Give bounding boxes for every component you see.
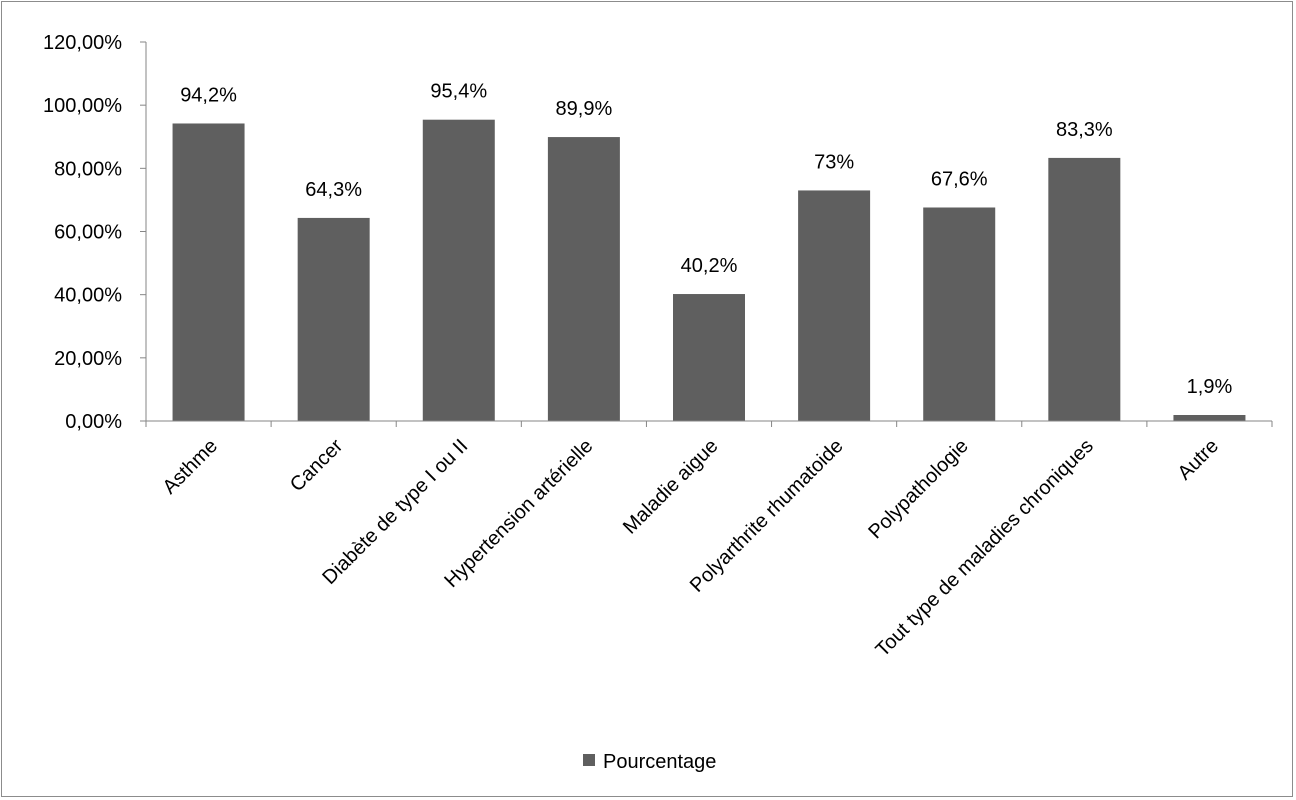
y-axis: 0,00% 20,00% 40,00% 60,00% 80,00% 100,00% 120,… (43, 32, 147, 433)
data-labels: 94,2% 64,3% 95,4% 89,9% 40,2% 73% 67,6% 83,3% 1,… (180, 81, 1232, 398)
legend-label: Pourcentage (603, 751, 716, 773)
data-label: 95,4% (430, 81, 487, 103)
data-label: 94,2% (180, 84, 237, 106)
data-label: 73% (814, 151, 854, 173)
x-tick-label: Asthme (159, 435, 223, 499)
y-tick-label: 0,00% (65, 411, 122, 433)
bar (798, 190, 871, 421)
x-tick-label: Cancer (286, 435, 347, 496)
legend-swatch (583, 754, 595, 766)
y-tick-label: 100,00% (43, 95, 122, 117)
bars (172, 119, 1246, 422)
data-label: 40,2% (681, 255, 738, 277)
data-label: 67,6% (931, 168, 988, 190)
bar (673, 294, 745, 421)
bar (923, 207, 996, 421)
data-label: 1,9% (1187, 376, 1233, 398)
data-label: 64,3% (305, 179, 362, 201)
y-tick-label: 120,00% (43, 32, 122, 54)
x-tick-label: Polypathologie (864, 435, 972, 543)
bar (1173, 414, 1246, 421)
y-tick-label: 40,00% (54, 285, 122, 307)
y-tick-label: 80,00% (54, 158, 122, 180)
bar (172, 123, 245, 422)
data-label: 83,3% (1056, 119, 1113, 141)
data-label: 89,9% (556, 98, 613, 120)
bar (1048, 157, 1121, 421)
bar (547, 137, 620, 421)
x-tick-label: Tout type de maladies chroniques (872, 435, 1098, 661)
y-tick-label: 60,00% (54, 222, 122, 244)
bar (422, 119, 495, 421)
x-tick-label: Maladie aigue (619, 435, 723, 539)
legend: Pourcentage (583, 751, 716, 773)
x-tick-label: Diabète de type I ou II (318, 435, 472, 589)
x-tick-label: Autre (1174, 435, 1223, 484)
bar (297, 217, 370, 421)
y-tick-label: 20,00% (54, 348, 122, 370)
